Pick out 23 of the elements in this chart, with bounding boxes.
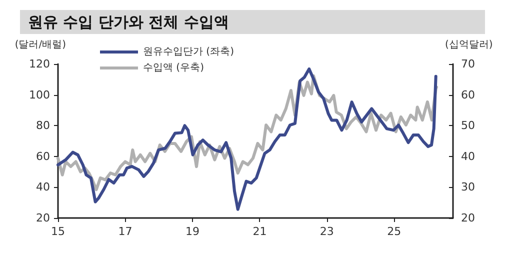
y2-tick-label: 50 — [461, 119, 475, 132]
y2-tick-label: 40 — [461, 150, 475, 163]
legend-label: 수입액 (우축) — [143, 62, 204, 74]
x-tick-label: 17 — [118, 225, 132, 238]
y2-tick-label: 70 — [461, 58, 475, 70]
x-tick-label: 21 — [252, 225, 267, 238]
chart-title: 원유 수입 단가와 전체 수입액 — [20, 10, 485, 34]
y-axis-title: (달러/배럴) — [14, 40, 66, 50]
y-tick-label: 120 — [29, 58, 50, 70]
y-tick-label: 80 — [36, 119, 50, 132]
y-tick-label: 100 — [29, 88, 50, 102]
x-tick-label: 25 — [387, 225, 402, 238]
y2-tick-label: 20 — [461, 212, 475, 224]
y2-axis-title: (십억달러) — [445, 40, 493, 50]
y-tick-label: 60 — [36, 150, 50, 163]
legend-label: 원유수입단가 (좌축) — [143, 46, 234, 58]
y-tick-label: 20 — [36, 212, 50, 224]
y2-tick-label: 60 — [461, 88, 475, 102]
x-tick-label: 15 — [51, 225, 65, 238]
y-tick-label: 40 — [36, 180, 50, 194]
x-tick-label: 23 — [320, 225, 334, 238]
y2-tick-label: 30 — [461, 180, 475, 194]
x-tick-label: 19 — [185, 225, 200, 238]
